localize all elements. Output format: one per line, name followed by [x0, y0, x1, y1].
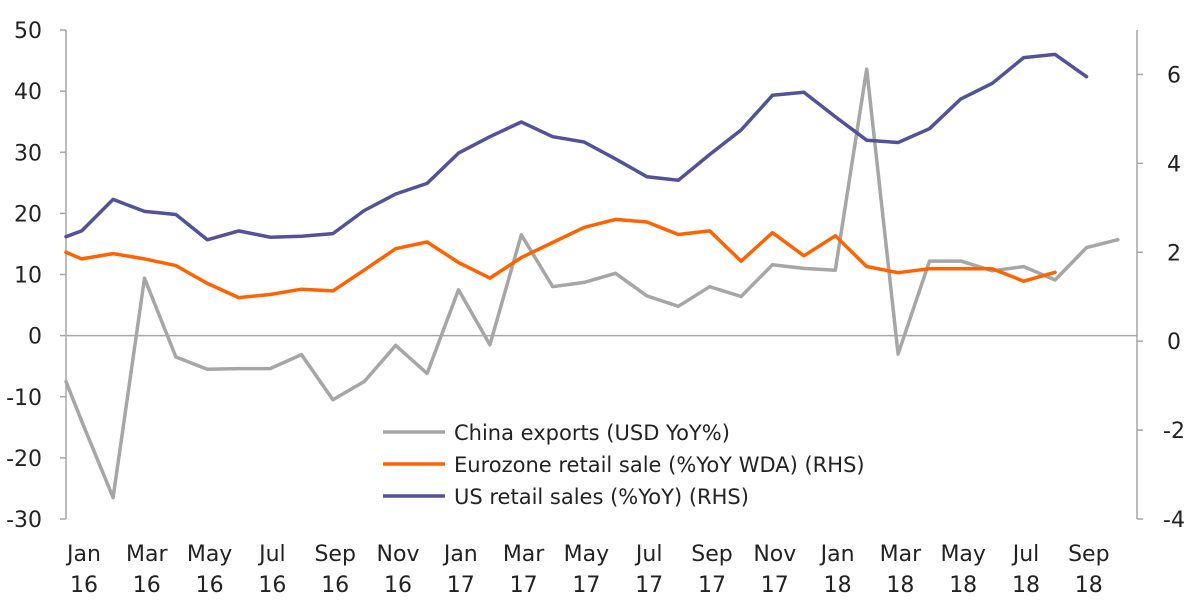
x-tick-label-month: Jul — [1011, 542, 1040, 567]
left-tick-label: -20 — [6, 447, 42, 472]
x-tick-label-year: 16 — [133, 573, 161, 598]
x-tick-label-year: 16 — [196, 573, 224, 598]
x-tick-label-month: Jul — [634, 542, 663, 567]
right-tick-label: 2 — [1167, 241, 1181, 266]
x-tick-label-year: 18 — [949, 573, 977, 598]
series-line-3 — [64, 52, 1089, 242]
left-tick-label: 30 — [14, 141, 42, 166]
right-axis: 6 4 2 0 -2 -4 — [1136, 30, 1185, 533]
left-tick-label: 0 — [28, 325, 42, 350]
right-tick-label: 6 — [1167, 63, 1181, 88]
right-tick-label: -4 — [1163, 508, 1185, 533]
x-tick-label-year: 16 — [321, 573, 349, 598]
legend-label: US retail sales (%YoY) (RHS) — [454, 485, 749, 509]
x-tick-label-month: May — [187, 542, 232, 567]
left-tick-label: 40 — [14, 80, 42, 105]
legend: China exports (USD YoY%) Eurozone retail … — [383, 421, 865, 509]
legend-label: China exports (USD YoY%) — [454, 421, 730, 445]
left-tick-label: 20 — [14, 202, 42, 227]
x-tick-label-month: Jan — [442, 542, 478, 567]
x-tick-label-month: Nov — [753, 542, 796, 567]
x-tick-label-year: 18 — [1075, 573, 1103, 598]
x-tick-label-year: 17 — [698, 573, 726, 598]
x-tick-label-year: 16 — [70, 573, 98, 598]
right-tick-label: -2 — [1163, 419, 1185, 444]
x-tick-label-month: May — [564, 542, 609, 567]
x-tick-label-month: Sep — [1068, 542, 1109, 567]
left-tick-label: -10 — [6, 386, 42, 411]
x-tick-label-month: Jan — [819, 542, 855, 567]
x-tick-label-month: Jul — [257, 542, 286, 567]
x-tick-label-year: 17 — [447, 573, 475, 598]
right-tick-label: 0 — [1167, 330, 1181, 355]
x-tick-label-year: 17 — [510, 573, 538, 598]
x-axis-ticks: Jan 16 Mar 16 May 16 Jul 16 Sep 16 Nov 16 Jan 17 Mar 17… — [65, 542, 1109, 598]
left-tick-label: -30 — [6, 508, 42, 533]
x-tick-label-month: Jan — [65, 542, 101, 567]
left-tick-label: 50 — [14, 19, 42, 44]
x-tick-label-month: Sep — [691, 542, 732, 567]
x-tick-label-month: Nov — [377, 542, 420, 567]
series-line-2 — [64, 217, 1057, 300]
right-tick-label: 4 — [1167, 152, 1181, 177]
left-tick-label: 10 — [14, 264, 42, 289]
left-axis: 50 40 30 20 10 0 -10 -20 -30 — [6, 19, 67, 533]
left-axis-ticks: 50 40 30 20 10 0 -10 -20 -30 — [6, 19, 66, 533]
x-tick-label-year: 18 — [886, 573, 914, 598]
x-tick-label-year: 16 — [258, 573, 286, 598]
series-line-1 — [64, 67, 1120, 500]
x-tick-label-month: Mar — [880, 542, 922, 567]
x-tick-label-month: Mar — [126, 542, 168, 567]
x-tick-label-month: Mar — [503, 542, 545, 567]
x-tick-label-year: 16 — [384, 573, 412, 598]
x-tick-label-year: 17 — [572, 573, 600, 598]
right-axis-ticks: 6 4 2 0 -2 -4 — [1137, 63, 1185, 533]
x-tick-label-month: May — [940, 542, 985, 567]
legend-label: Eurozone retail sale (%YoY WDA) (RHS) — [454, 453, 865, 477]
x-tick-label-year: 17 — [761, 573, 789, 598]
series-group — [64, 52, 1120, 500]
x-tick-label-year: 17 — [635, 573, 663, 598]
x-tick-label-year: 18 — [824, 573, 852, 598]
x-tick-label-month: Sep — [314, 542, 355, 567]
x-tick-label-year: 18 — [1012, 573, 1040, 598]
